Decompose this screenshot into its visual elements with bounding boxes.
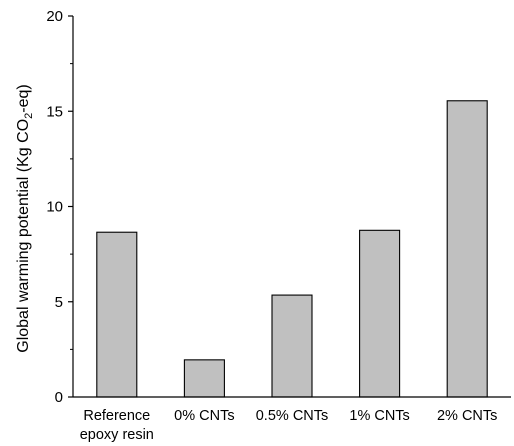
x-category-label-line: Reference [83,408,150,424]
x-category-label-line: 0.5% CNTs [256,408,329,424]
bar-4 [447,101,487,397]
x-labels-group: Reference epoxy resin 0% CNTs 0.5% CNTs 1% C… [80,408,498,443]
y-tick-label-1: 5 [55,294,63,311]
y-axis-title: Global warming potential (Kg CO2-eq) [15,84,35,352]
bar-1 [184,360,224,397]
y-tick-label-0: 0 [55,389,63,406]
x-category-label-1: 0% CNTs [174,408,234,424]
y-ticks-group: 0 5 10 15 20 [46,8,73,406]
x-category-label-line: 0% CNTs [174,408,234,424]
x-category-label-line: 1% CNTs [349,408,409,424]
bar-2 [272,295,312,397]
bars-group [97,101,487,397]
x-category-label-4: 2% CNTs [437,408,497,424]
y-tick-label-4: 20 [46,8,63,25]
x-category-label-line: 2% CNTs [437,408,497,424]
y-axis-title-main: Global warming potential (Kg CO [15,119,32,353]
y-tick-label-2: 10 [46,199,63,216]
y-tick-label-3: 15 [46,103,63,120]
x-category-label-2: 0.5% CNTs [256,408,329,424]
x-category-label-3: 1% CNTs [349,408,409,424]
y-axis-title-suffix: -eq) [15,84,32,112]
bar-0 [97,232,137,397]
bar-3 [360,230,400,397]
x-category-label-0: Reference epoxy resin [80,408,154,443]
x-category-label-line: epoxy resin [80,427,154,443]
